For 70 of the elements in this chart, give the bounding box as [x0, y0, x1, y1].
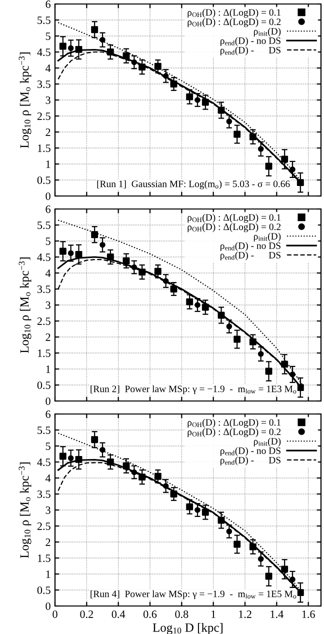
legend-label: ρ$_{OH}$(D) : Δ(LogD) = 0.1 — [188, 8, 280, 18]
x-tick-label: 1.2 — [239, 610, 252, 618]
legend-label: ρ$_{OH}$(D) : Δ(LogD) = 0.2 — [188, 428, 281, 438]
y-tick-label: 4.5 — [37, 254, 50, 262]
annotation: [Run 2] Power law MSp: γ = −1.9 - m$_{low}$ = 1E3 M$_{o}$ — [90, 385, 296, 394]
y-tick-label: 0.5 — [37, 176, 50, 184]
y-tick-label: 1.5 — [38, 144, 50, 152]
legend-label: ρ$_{end}$(D) - DS — [220, 456, 280, 466]
y-tick-label: 2.5 — [37, 112, 50, 120]
y-tick-label: 6 — [46, 0, 50, 8]
legend-label: ρ$_{init}$(D) — [254, 232, 281, 242]
y-tick-label: 4 — [45, 64, 51, 72]
y-tick-label: 6 — [46, 205, 50, 213]
y-tick-label: 3.5 — [37, 285, 50, 294]
y-tick-label: 6 — [46, 410, 50, 418]
x-tick-label: 0.8 — [175, 610, 188, 618]
y-tick-label: 0 — [46, 397, 50, 405]
x-tick-label: 1.6 — [302, 610, 315, 618]
x-tick-label: 0 — [52, 610, 58, 618]
y-tick-label: 0 — [46, 602, 50, 610]
y-tick-label: 0.5 — [37, 586, 50, 594]
legend-label: ρ$_{OH}$(D) : Δ(LogD) = 0.1 — [188, 418, 280, 428]
legend-label: ρ$_{init}$(D) — [254, 28, 281, 37]
x-tick-label: 1 — [212, 610, 216, 618]
y-tick-label: 1 — [46, 160, 50, 168]
legend-label: ρ$_{init}$(D) — [254, 438, 281, 447]
y-tick-label: 3 — [46, 96, 50, 104]
x-tick-label: 0.2 — [80, 610, 93, 618]
y-tick-label: 2 — [46, 333, 50, 341]
y-tick-label: 1.5 — [38, 350, 50, 358]
y-tick-label: 3.5 — [37, 80, 50, 88]
legend-label: ρ$_{end}$(D) - DS — [220, 46, 280, 56]
x-tick-label: 0.4 — [112, 610, 126, 618]
y-tick-label: 4 — [45, 474, 51, 482]
y-tick-label: 2 — [46, 538, 50, 546]
legend-label: ρ$_{OH}$(D) : Δ(LogD) = 0.2 — [188, 18, 281, 28]
y-tick-label: 0 — [46, 192, 50, 200]
x-tick-label: 0.6 — [143, 610, 157, 618]
y-axis-title: Log$_{10}$ ρ [M$_{o}$ kpc$^{−3}$] — [18, 52, 32, 148]
y-tick-label: 3.5 — [37, 490, 50, 498]
legend-label: ρ$_{OH}$(D) : Δ(LogD) = 0.2 — [188, 223, 281, 232]
legend-label: ρ$_{OH}$(D) : Δ(LogD) = 0.1 — [188, 214, 280, 223]
legend-label: ρ$_{end}$(D) - no DS — [220, 37, 280, 46]
y-tick-label: 5 — [46, 442, 50, 450]
y-tick-label: 5 — [46, 32, 50, 40]
y-axis-title: Log$_{10}$ ρ [M$_{o}$ kpc$^{−3}$] — [18, 462, 32, 558]
y-tick-label: 2.5 — [37, 317, 50, 326]
legend-label: ρ$_{end}$(D) - no DS — [220, 447, 280, 456]
y-tick-label: 1 — [46, 570, 50, 578]
x-tick-label: 1.4 — [270, 610, 284, 618]
y-tick-label: 3 — [46, 506, 50, 514]
annotation: [Run 1] Gaussian MF: Log(m$_{o}$) = 5.03 - σ = 0.66 — [97, 180, 290, 190]
y-tick-label: 2.5 — [37, 522, 50, 530]
y-tick-label: 0.5 — [37, 381, 50, 390]
y-tick-label: 5.5 — [38, 426, 50, 434]
x-axis-title: Log$_{10}$ D [kpc] — [152, 623, 222, 634]
y-tick-label: 5.5 — [38, 222, 50, 230]
y-axis-title: Log$_{10}$ ρ [M$_{o}$ kpc$^{−3}$] — [18, 258, 32, 354]
y-tick-label: 3 — [46, 301, 50, 309]
legend-label: ρ$_{end}$(D) - no DS — [220, 242, 280, 251]
annotation: [Run 4] Power law MSp: γ = −1.9 - m$_{low}$ = 1E5 M$_{o}$ — [90, 590, 296, 600]
y-tick-label: 1.5 — [38, 554, 50, 562]
y-tick-label: 4.5 — [37, 48, 50, 56]
y-tick-label: 5 — [46, 238, 50, 245]
y-tick-label: 4.5 — [37, 458, 50, 466]
y-tick-label: 5.5 — [38, 16, 50, 24]
y-tick-label: 2 — [46, 128, 50, 136]
legend-label: ρ$_{end}$(D) - DS — [220, 252, 280, 260]
y-tick-label: 1 — [46, 366, 50, 373]
y-tick-label: 4 — [45, 270, 51, 277]
